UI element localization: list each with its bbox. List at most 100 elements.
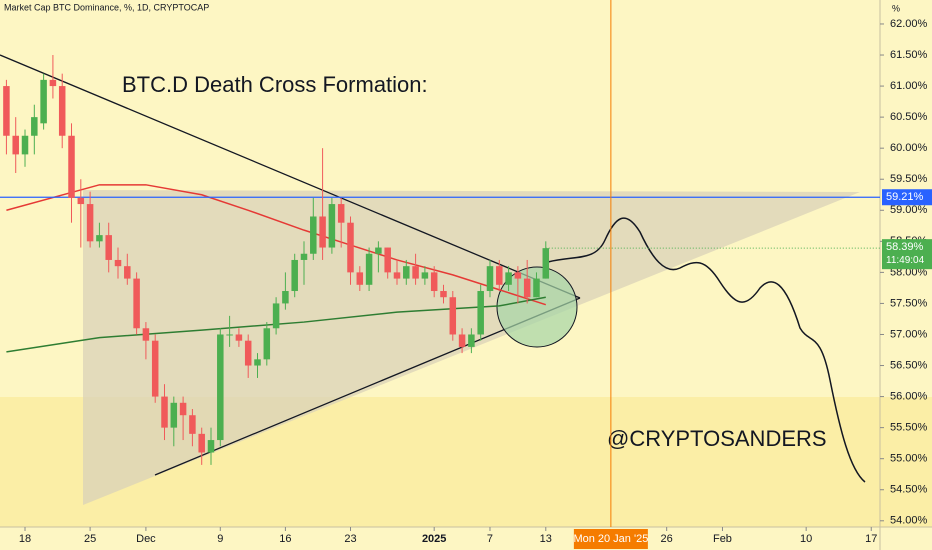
candle-body bbox=[86, 204, 94, 242]
candle-body bbox=[235, 334, 243, 341]
candle-body bbox=[291, 259, 298, 292]
candle-body bbox=[319, 216, 326, 248]
x-tick-label: 7 bbox=[487, 533, 493, 545]
unit-label: % bbox=[892, 3, 900, 13]
candle-body bbox=[170, 402, 178, 428]
candle-body bbox=[226, 334, 233, 336]
crosshair-label-box bbox=[573, 529, 648, 549]
candle-body bbox=[96, 235, 103, 242]
candle-body bbox=[384, 247, 391, 273]
moving-average bbox=[6, 296, 546, 353]
candle-body bbox=[244, 340, 252, 366]
zone-axis bbox=[880, 397, 932, 527]
candle-body bbox=[198, 433, 205, 453]
candle-body bbox=[412, 266, 419, 279]
candle-body bbox=[77, 197, 85, 205]
candle-body bbox=[272, 303, 280, 329]
y-tick-label: 60.00% bbox=[890, 142, 928, 154]
candle-body bbox=[189, 415, 196, 434]
level-label-box bbox=[882, 189, 932, 206]
chart-title: Market Cap BTC Dominance, %, 1D, CRYPTOC… bbox=[4, 2, 209, 12]
candle-body bbox=[403, 266, 410, 279]
y-tick-label: 61.50% bbox=[890, 49, 928, 61]
candle-body bbox=[356, 272, 364, 285]
candle-body bbox=[114, 259, 122, 267]
candle-body bbox=[263, 328, 271, 360]
candle-body bbox=[49, 79, 57, 87]
candle-body bbox=[68, 135, 75, 198]
y-tick-label: 54.50% bbox=[890, 484, 928, 496]
last-price-label: 58.39% bbox=[886, 241, 924, 253]
candle-body bbox=[440, 291, 447, 298]
candle-body bbox=[347, 222, 354, 273]
candle-body bbox=[217, 334, 224, 441]
candle-body bbox=[300, 253, 308, 260]
last-price-box bbox=[882, 239, 932, 270]
crosshair-label: Mon 20 Jan '25 bbox=[573, 533, 648, 545]
countdown-label: 11:49:04 bbox=[886, 255, 925, 266]
candle-body bbox=[365, 253, 373, 285]
candle-body bbox=[486, 266, 494, 292]
candle-body bbox=[207, 440, 215, 453]
candle-body bbox=[282, 291, 289, 304]
level-label: 59.21% bbox=[886, 191, 924, 203]
x-tick-label: 13 bbox=[540, 533, 552, 545]
x-tick-label: 25 bbox=[84, 533, 96, 545]
candle-body bbox=[375, 247, 382, 254]
candle-body bbox=[124, 266, 131, 279]
candle-body bbox=[458, 334, 466, 347]
candle-body bbox=[31, 117, 38, 136]
candle-body bbox=[505, 272, 512, 285]
forecast-path bbox=[547, 217, 866, 483]
candle-body bbox=[151, 340, 159, 397]
candle-body bbox=[514, 272, 522, 279]
x-tick-label: 9 bbox=[217, 533, 223, 545]
annotation: @CRYPTOSANDERS bbox=[607, 426, 827, 451]
x-tick-label: 26 bbox=[661, 533, 673, 545]
x-tick-label: 17 bbox=[865, 533, 877, 545]
candle-body bbox=[105, 235, 112, 260]
y-tick-label: 54.00% bbox=[890, 515, 928, 527]
candle-body bbox=[421, 272, 429, 279]
y-tick-label: 62.00% bbox=[890, 18, 928, 30]
candle-body bbox=[58, 86, 66, 136]
moving-average bbox=[6, 184, 547, 306]
candle-body bbox=[468, 334, 475, 347]
candle-body bbox=[142, 328, 150, 341]
x-tick-label: Feb bbox=[713, 533, 732, 545]
candle-body bbox=[477, 291, 484, 335]
candle-body bbox=[496, 266, 503, 285]
trend-line bbox=[0, 54, 581, 299]
candle-body bbox=[21, 135, 29, 155]
candle-body bbox=[3, 86, 10, 136]
y-tick-label: 57.50% bbox=[890, 297, 928, 309]
y-tick-label: 55.00% bbox=[890, 453, 928, 465]
candle-body bbox=[393, 272, 401, 279]
candle-body bbox=[310, 216, 317, 254]
candle-body bbox=[533, 278, 540, 298]
candle-body bbox=[254, 359, 261, 366]
y-tick-label: 56.50% bbox=[890, 359, 928, 371]
y-tick-label: 55.50% bbox=[890, 422, 928, 434]
candle-body bbox=[449, 297, 457, 335]
y-tick-label: 58.00% bbox=[890, 266, 928, 278]
candle-body bbox=[179, 402, 187, 416]
y-tick-label: 59.00% bbox=[890, 204, 928, 216]
highlight-circle bbox=[496, 266, 578, 348]
x-tick-label: 23 bbox=[344, 533, 356, 545]
x-tick-label: Dec bbox=[136, 533, 156, 545]
x-tick-label: 18 bbox=[19, 533, 31, 545]
candle-body bbox=[542, 248, 550, 279]
candle-body bbox=[523, 278, 531, 298]
x-tick-label: 10 bbox=[800, 533, 812, 545]
candle-body bbox=[40, 79, 47, 124]
candle-body bbox=[337, 204, 345, 223]
candle-body bbox=[161, 396, 168, 428]
y-tick-label: 57.00% bbox=[890, 328, 928, 340]
y-tick-label: 59.50% bbox=[890, 173, 928, 185]
x-tick-label: 2025 bbox=[422, 533, 446, 545]
annotation: BTC.D Death Cross Formation: bbox=[122, 72, 428, 97]
y-tick-label: 60.50% bbox=[890, 111, 928, 123]
candle-body bbox=[430, 272, 438, 292]
